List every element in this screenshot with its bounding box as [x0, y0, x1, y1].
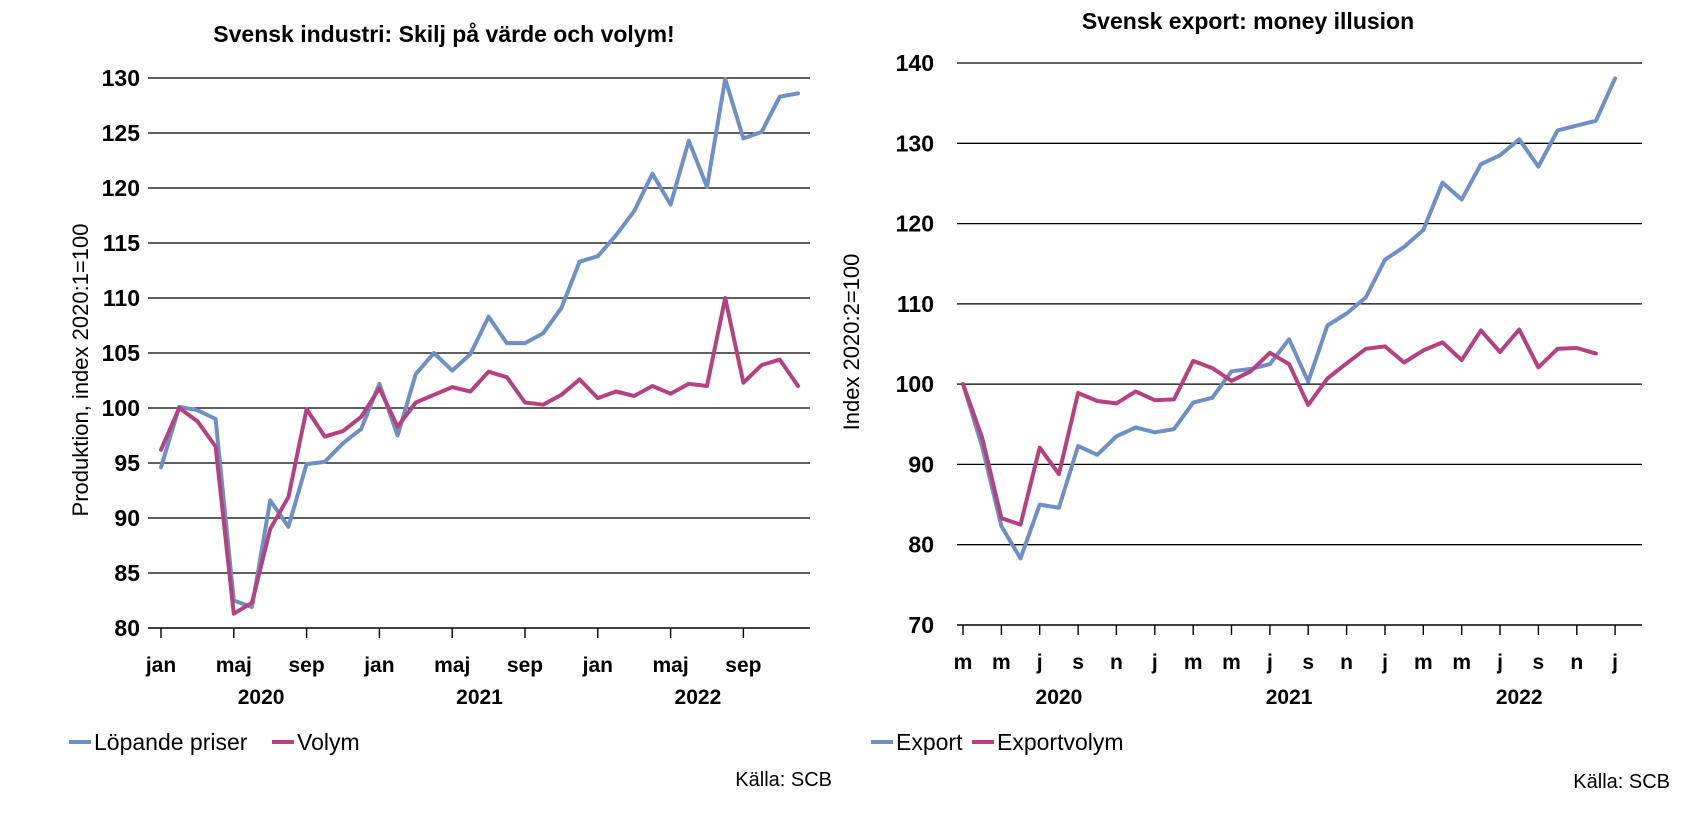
x-tick-label: sep	[507, 654, 543, 677]
year-label: 2020	[238, 686, 285, 709]
x-tick-label: jan	[363, 654, 394, 677]
chart-title: Svensk industri: Skilj på värde och voly…	[213, 21, 674, 47]
y-tick-label: 85	[114, 560, 140, 586]
x-tick-label: s	[1302, 651, 1314, 674]
industry-chart: Svensk industri: Skilj på värde och voly…	[68, 21, 832, 791]
x-tick-label: jan	[582, 654, 613, 677]
y-tick-label: 140	[896, 50, 934, 76]
grid-lines	[148, 77, 810, 574]
x-tick-label: m	[1414, 651, 1433, 674]
y-axis-title: Produktion, index 2020:1=100	[68, 224, 93, 517]
x-tick-label: maj	[434, 654, 470, 677]
y-tick-label: 110	[897, 291, 934, 317]
year-label: 2021	[456, 686, 503, 709]
year-labels: 2020 2021 2022	[1036, 686, 1543, 709]
x-tick-label: j	[1036, 651, 1043, 674]
y-tick-labels: 80 85 90 95 100 105 110 115 120 125 130	[102, 65, 141, 641]
export-chart-panel: Svensk export: money illusion Index 2020…	[839, 0, 1684, 810]
y-tick-label: 115	[103, 230, 140, 256]
series-line-exportvolym	[961, 327, 1598, 527]
x-tick-label: maj	[653, 654, 689, 677]
y-tick-label: 120	[102, 175, 140, 201]
x-tick-label: maj	[216, 654, 252, 677]
source-note: Källa: SCB	[1573, 771, 1670, 793]
x-tick-label: m	[954, 651, 973, 674]
y-tick-labels: 70 80 90 100 110 120 130 140	[896, 50, 934, 638]
legend: Export Exportvolym	[871, 729, 1124, 755]
y-tick-label: 110	[103, 285, 140, 311]
x-tick-label: s	[1533, 651, 1545, 674]
y-tick-label: 125	[102, 120, 141, 146]
x-tick-label: m	[1452, 651, 1471, 674]
x-axis	[148, 627, 810, 638]
series-line-volym	[159, 296, 800, 616]
series-line-l-pande-priser	[159, 77, 800, 610]
x-tick-label: sep	[725, 654, 761, 677]
legend-label-export: Export	[896, 729, 963, 755]
x-tick-label: n	[1340, 651, 1353, 674]
legend-label-volym: Volym	[297, 729, 360, 755]
x-axis	[957, 624, 1642, 635]
legend-label-lopande-priser: Löpande priser	[94, 729, 248, 755]
x-tick-label: j	[1381, 651, 1388, 674]
x-tick-label: s	[1072, 651, 1084, 674]
x-tick-label: j	[1496, 651, 1503, 674]
industry-chart-panel: Svensk industri: Skilj på värde och voly…	[0, 0, 842, 810]
y-axis-title: Index 2020:2=100	[842, 254, 864, 431]
x-tick-label: m	[1184, 651, 1203, 674]
x-tick-label: m	[992, 651, 1011, 674]
x-tick-label: j	[1611, 651, 1618, 674]
x-tick-label: jan	[145, 654, 176, 677]
y-tick-label: 130	[102, 65, 140, 91]
source-note: Källa: SCB	[735, 769, 832, 791]
x-tick-label: m	[1222, 651, 1241, 674]
year-label: 2022	[1496, 686, 1543, 709]
y-tick-label: 120	[896, 211, 934, 237]
legend-label-exportvolym: Exportvolym	[997, 729, 1124, 755]
export-chart: Svensk export: money illusion Index 2020…	[839, 8, 1670, 793]
year-label: 2020	[1036, 686, 1083, 709]
chart-title: Svensk export: money illusion	[1082, 8, 1414, 34]
year-label: 2022	[675, 686, 722, 709]
x-tick-label: n	[1110, 651, 1123, 674]
y-tick-label: 80	[114, 615, 140, 641]
series-lines	[159, 77, 800, 616]
series-lines	[961, 76, 1618, 561]
y-tick-label: 130	[896, 130, 934, 156]
y-tick-label: 70	[908, 612, 934, 638]
x-tick-labels: jan maj sep jan maj sep jan maj sep	[145, 654, 762, 677]
year-labels: 2020 2021 2022	[238, 686, 722, 709]
series-line-export	[961, 76, 1618, 561]
x-tick-label: sep	[289, 654, 325, 677]
y-tick-label: 80	[908, 532, 934, 558]
y-tick-label: 90	[908, 451, 934, 477]
y-tick-label: 90	[114, 505, 140, 531]
y-tick-label: 100	[102, 395, 140, 421]
x-tick-label: j	[1266, 651, 1273, 674]
x-tick-label: n	[1570, 651, 1583, 674]
y-tick-label: 95	[114, 450, 140, 476]
year-label: 2021	[1266, 686, 1313, 709]
y-tick-label: 105	[102, 340, 141, 366]
y-tick-label: 100	[896, 371, 934, 397]
x-tick-label: j	[1151, 651, 1158, 674]
legend: Löpande priser Volym	[69, 729, 360, 755]
